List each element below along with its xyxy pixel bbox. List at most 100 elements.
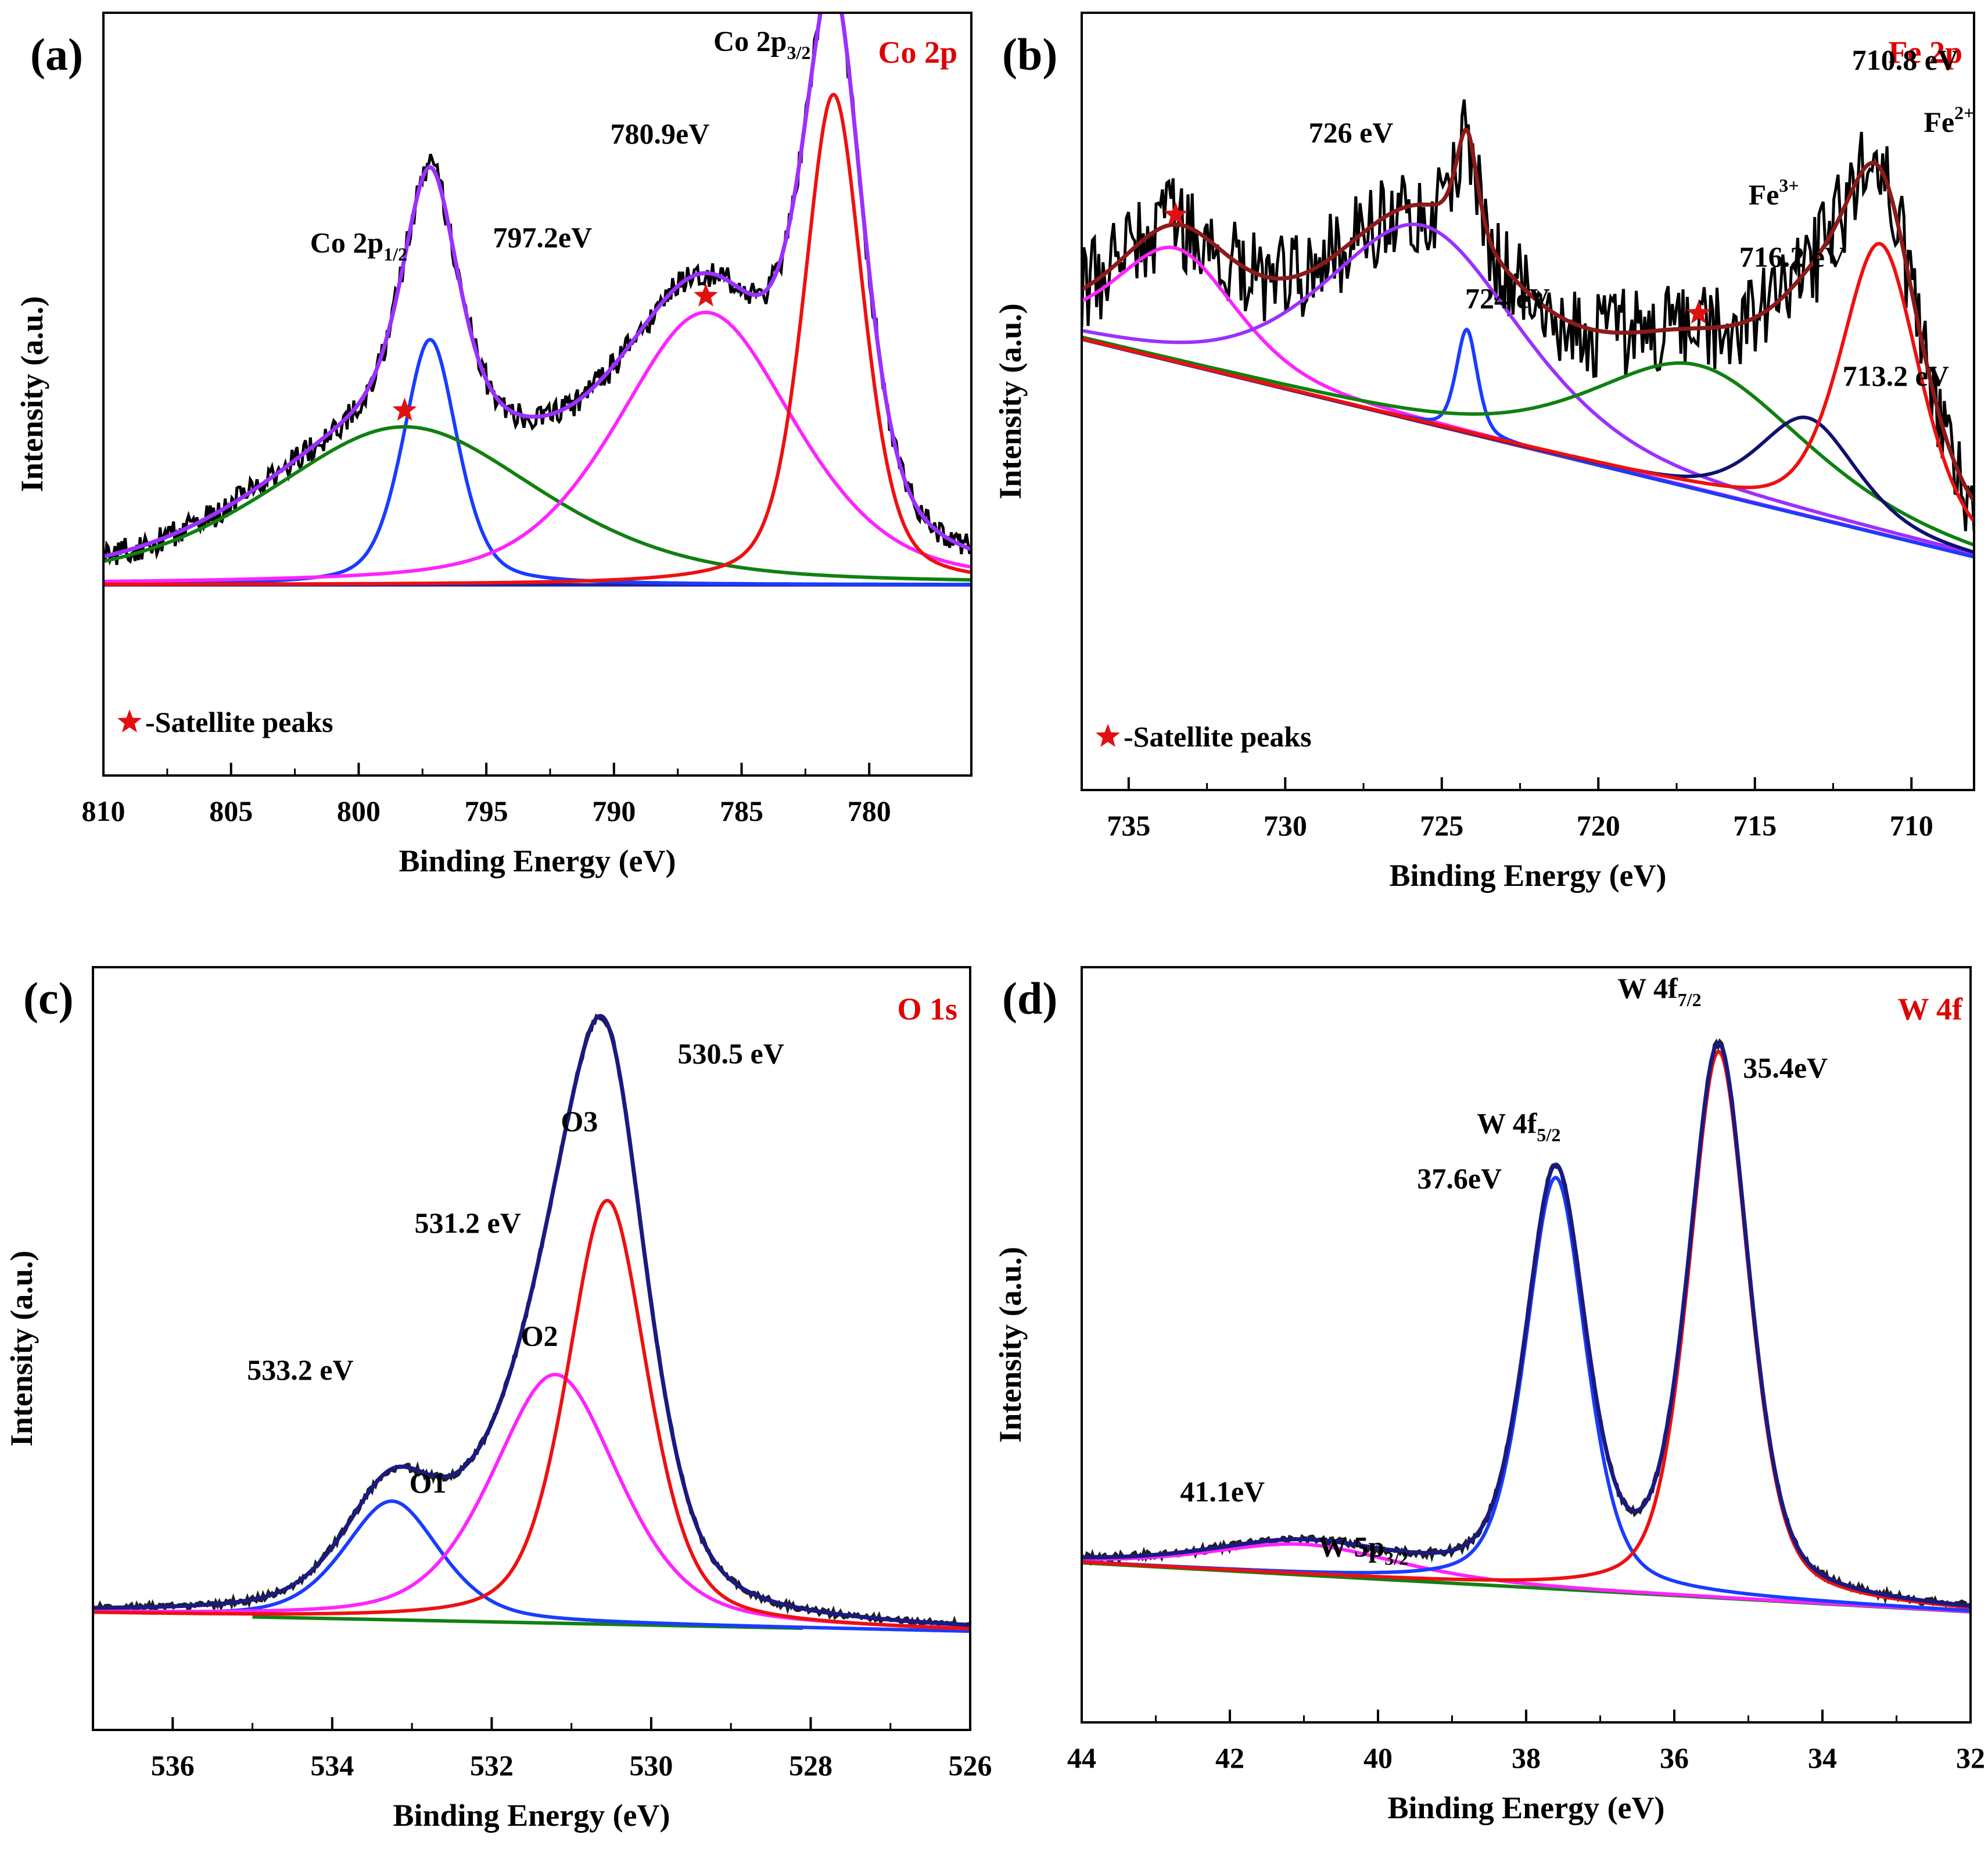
satellite-legend-text: -Satellite peaks <box>1124 720 1312 753</box>
panel-b-fe2p: 735 730 725 720 715 710 Binding Energy (eV) Int… <box>993 12 1975 893</box>
x-tick-label: 810 <box>82 795 125 827</box>
x-tick-label: 715 <box>1733 809 1777 842</box>
satellite-legend-star-icon <box>117 709 142 733</box>
x-axis-title: Binding Energy (eV) <box>399 843 676 878</box>
peak-annotation: 726 eV <box>1309 116 1394 149</box>
plot-area <box>1083 1038 1969 1614</box>
satellite-legend-text: -Satellite peaks <box>145 706 333 738</box>
plot-frame <box>1081 12 1975 791</box>
peak-annotation: O2 <box>521 1320 558 1352</box>
peak-annotation: 37.6eV <box>1417 1162 1502 1194</box>
peak-annotation: O1 <box>410 1467 447 1499</box>
peak-annotation: O3 <box>561 1105 598 1137</box>
panel-a-co2p: 810 805 800 795 790 785 780 Binding Energy (eV)… <box>15 12 973 878</box>
x-axis-title: Binding Energy (eV) <box>1389 858 1666 893</box>
x-tick-label: 526 <box>949 1749 992 1782</box>
envelope-line <box>1083 1041 1969 1608</box>
peak-annotation: 530.5 eV <box>678 1037 784 1069</box>
x-tick-label: 34 <box>1808 1742 1837 1774</box>
x-tick-label: 710 <box>1890 809 1933 842</box>
component-line <box>1083 1050 1969 1609</box>
x-tick-label: 536 <box>151 1749 195 1782</box>
x-tick-label: 534 <box>310 1749 354 1782</box>
x-tick-label: 42 <box>1215 1742 1244 1774</box>
x-tick-label: 800 <box>337 795 381 827</box>
satellite-legend-star-icon <box>1096 724 1120 747</box>
peak-annotation: 531.2 eV <box>415 1207 521 1239</box>
y-axis-title: Intensity (a.u.) <box>993 1247 1028 1443</box>
peak-annotation: Co 2p3/2 <box>713 25 810 63</box>
raw-data-line <box>105 14 970 566</box>
x-tick-label: 725 <box>1420 809 1463 842</box>
x-tick-label: 790 <box>592 795 636 827</box>
x-tick-label: 44 <box>1067 1742 1096 1774</box>
x-tick-label: 32 <box>1956 1742 1985 1774</box>
peak-annotation: Fe3+ <box>1749 175 1799 211</box>
x-tick-label: 40 <box>1363 1742 1393 1774</box>
peak-annotation: Fe2+ <box>1924 102 1974 138</box>
panel-c-o1s: 536 534 532 530 528 526 Binding Energy (eV) Int… <box>4 966 992 1833</box>
x-tick-label: 805 <box>209 795 253 827</box>
satellite-star-icon <box>392 397 417 421</box>
component-line <box>1083 327 1973 559</box>
peak-annotation: 41.1eV <box>1180 1475 1265 1508</box>
satellite-star-icon <box>1686 300 1711 324</box>
x-tick-label: 785 <box>720 795 763 827</box>
panel-label: (d) <box>1002 973 1057 1024</box>
peak-annotation: 710.8 eV <box>1852 44 1958 76</box>
plot-frame <box>92 966 971 1731</box>
component-line <box>105 338 970 587</box>
peak-annotation: 35.4eV <box>1743 1051 1828 1084</box>
component-line <box>94 1198 969 1631</box>
panel-d-w4f: 44 42 40 38 36 34 32 Binding Energy (eV) Intensi… <box>993 966 1985 1825</box>
x-tick-label: 780 <box>848 795 891 827</box>
x-tick-label: 720 <box>1577 809 1620 842</box>
x-axis-title: Binding Energy (eV) <box>1387 1790 1664 1825</box>
plot-area <box>1083 99 1973 559</box>
panel-label: (c) <box>23 973 74 1024</box>
x-tick-label: 735 <box>1107 809 1150 842</box>
y-axis-title: Intensity (a.u.) <box>15 296 49 493</box>
satellite-star-icon <box>694 283 718 307</box>
component-line <box>105 92 970 586</box>
peak-annotation: W 4f7/2 <box>1617 972 1701 1010</box>
x-tick-label: 530 <box>629 1749 673 1782</box>
peak-annotation: 780.9eV <box>611 117 710 150</box>
element-label: Co 2p <box>878 35 957 70</box>
plot-frame <box>102 12 973 777</box>
envelope-line <box>105 14 970 559</box>
component-line <box>94 1373 969 1631</box>
plot-area <box>94 1014 969 1633</box>
plot-area <box>105 14 970 587</box>
satellite-star-icon <box>1163 202 1188 225</box>
envelope-line <box>94 1014 969 1627</box>
peak-annotation: 716.2 eV <box>1739 240 1846 273</box>
x-tick-label: 528 <box>789 1749 832 1782</box>
peak-annotation: W 5p3/2 <box>1318 1531 1408 1569</box>
raw-data-line <box>1083 99 1973 532</box>
element-label: Fe 2p <box>1889 35 1963 70</box>
y-axis-title: Intensity (a.u.) <box>993 303 1028 500</box>
component-line <box>1083 1542 1969 1614</box>
panel-label: (b) <box>1002 29 1057 80</box>
x-tick-label: 38 <box>1512 1742 1541 1774</box>
component-line <box>105 310 970 583</box>
x-axis-title: Binding Energy (eV) <box>393 1798 670 1833</box>
x-tick-label: 36 <box>1660 1742 1689 1774</box>
x-tick-label: 795 <box>465 795 508 827</box>
envelope-line <box>1083 127 1973 502</box>
component-line <box>105 425 970 582</box>
element-label: W 4f <box>1897 992 1963 1026</box>
element-label: O 1s <box>897 992 957 1026</box>
component-line <box>1083 222 1973 555</box>
x-tick-label: 730 <box>1264 809 1307 842</box>
peak-annotation: 533.2 eV <box>247 1354 353 1386</box>
peak-annotation: 797.2eV <box>493 221 592 253</box>
peak-annotation: Co 2p1/2 <box>310 227 407 265</box>
peak-annotation: 713.2 eV <box>1843 360 1949 392</box>
x-tick-label: 532 <box>470 1749 514 1782</box>
peak-annotation: 724 eV <box>1465 282 1550 314</box>
panel-label: (a) <box>30 29 83 80</box>
component-line <box>1083 335 1973 547</box>
